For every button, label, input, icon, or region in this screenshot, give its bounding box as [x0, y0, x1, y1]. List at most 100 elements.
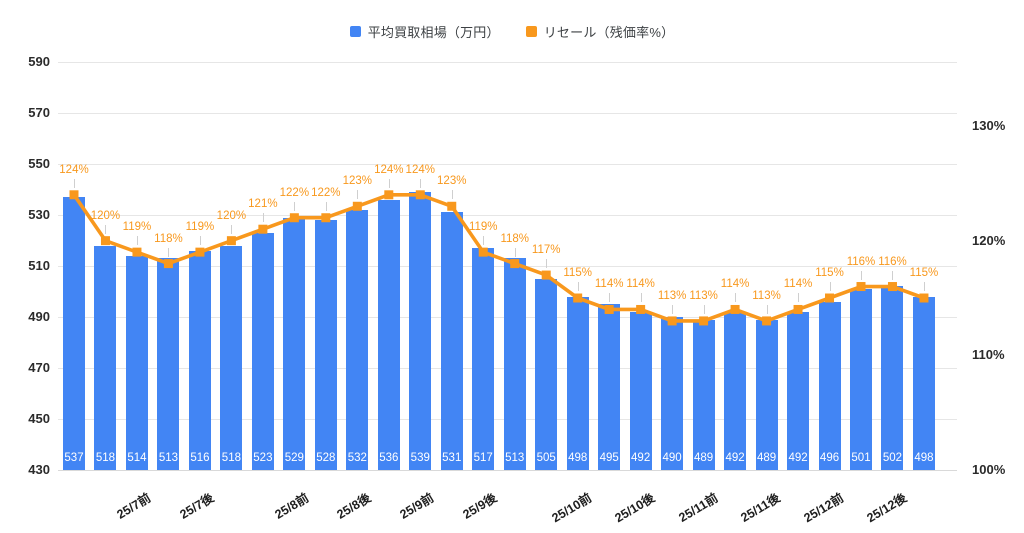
bar[interactable] [661, 317, 684, 470]
legend-item-average-price[interactable]: 平均買取相場（万円） [349, 22, 500, 41]
annotation-stem [74, 178, 75, 188]
annotation-stem [451, 190, 453, 200]
resale-percent-label: 119% [185, 221, 215, 234]
resale-percent-label: 113% [752, 289, 781, 302]
annotation-stem [672, 304, 674, 314]
bar-value-label: 529 [284, 452, 304, 464]
resale-percent-label: 119% [122, 221, 152, 234]
x-axis-label: 25/8後 [334, 490, 374, 522]
bar[interactable] [251, 232, 274, 470]
bar-value-label: 502 [882, 452, 903, 464]
bar-value-label: 489 [756, 452, 777, 464]
resale-percent-label: 122% [279, 186, 310, 199]
bar[interactable] [566, 296, 589, 470]
y-axis-label-right: 130% [972, 118, 1006, 133]
resale-percent-label: 114% [720, 278, 750, 291]
y-axis-label-left: 510 [28, 258, 50, 273]
bar-value-label: 498 [568, 452, 588, 464]
bar[interactable] [377, 199, 400, 470]
annotation-stem [388, 178, 390, 188]
legend-label-average-price: 平均買取相場（万円） [367, 25, 500, 40]
bar-value-label: 532 [347, 452, 367, 464]
y-axis-label-left: 570 [28, 105, 50, 120]
bar[interactable] [629, 311, 652, 470]
bar-value-label: 490 [662, 452, 682, 464]
resale-percent-label: 120% [90, 209, 121, 222]
resale-percent-label: 114% [626, 278, 655, 291]
bar-value-label: 514 [127, 452, 147, 464]
annotation-stem [357, 190, 359, 200]
bar[interactable] [881, 286, 904, 470]
bar[interactable] [125, 255, 148, 470]
annotation-stem [420, 178, 422, 188]
bar[interactable] [283, 217, 306, 470]
bar[interactable] [912, 296, 935, 470]
bar-value-label: 518 [95, 452, 116, 464]
bar[interactable] [409, 192, 432, 470]
resale-percent-label: 124% [59, 163, 89, 176]
bar[interactable] [850, 288, 872, 470]
resale-percent-label: 117% [531, 244, 561, 257]
x-axis-label: 25/10後 [612, 490, 658, 526]
x-axis-label: 25/9前 [397, 490, 437, 522]
annotation-stem [829, 282, 831, 291]
bar[interactable] [94, 245, 117, 470]
resale-percent-label: 115% [909, 267, 939, 279]
bar[interactable] [503, 258, 526, 470]
resale-percent-label: 113% [657, 289, 687, 302]
bar-value-label: 496 [819, 452, 840, 464]
x-axis-label: 25/11前 [675, 490, 720, 525]
bar[interactable] [787, 311, 810, 470]
y-axis-label-left: 530 [28, 207, 50, 222]
bar[interactable] [724, 311, 747, 470]
bar[interactable] [63, 197, 85, 470]
resale-percent-label: 116% [846, 255, 876, 268]
annotation-stem [168, 247, 170, 257]
legend-item-resale[interactable]: リセール（残価率%） [525, 22, 675, 41]
bar[interactable] [220, 245, 243, 470]
resale-point-marker[interactable] [100, 236, 110, 246]
bar[interactable] [692, 319, 715, 470]
annotation-stem [577, 282, 579, 291]
x-axis-label: 25/12後 [864, 490, 909, 526]
annotation-stem [703, 304, 705, 314]
resale-percent-label: 121% [248, 198, 278, 211]
bar[interactable] [157, 258, 180, 470]
bar[interactable] [472, 248, 495, 470]
gridline [58, 215, 957, 216]
bar-value-label: 537 [64, 452, 84, 464]
bar-value-label: 498 [914, 452, 934, 464]
bar-value-label: 501 [851, 452, 871, 464]
bar-value-label: 492 [725, 452, 745, 464]
resale-point-marker[interactable] [384, 190, 394, 200]
bar[interactable] [314, 220, 337, 470]
x-axis-label: 25/9後 [460, 490, 500, 522]
bar[interactable] [346, 209, 369, 470]
bar-value-label: 517 [473, 452, 493, 464]
bar[interactable] [755, 319, 778, 470]
gridline [58, 113, 957, 114]
annotation-stem [514, 247, 516, 257]
bar[interactable] [188, 250, 211, 470]
annotation-stem [546, 259, 548, 269]
resale-percent-label: 116% [878, 255, 907, 268]
bar-value-label: 518 [221, 452, 241, 464]
bar[interactable] [598, 304, 621, 470]
legend-swatch-line-icon [525, 26, 537, 37]
bar[interactable] [440, 212, 463, 470]
x-axis-label: 25/11後 [738, 490, 783, 525]
annotation-stem [640, 293, 642, 303]
bar[interactable] [818, 301, 841, 470]
resale-point-marker[interactable] [447, 201, 457, 211]
resale-percent-label: 113% [689, 289, 718, 302]
bar-value-label: 523 [253, 452, 273, 464]
resale-point-marker[interactable] [226, 236, 236, 246]
bar-value-label: 531 [442, 452, 462, 464]
gridline [58, 470, 957, 471]
x-axis-label: 25/8前 [271, 490, 311, 522]
resale-percent-label: 118% [154, 232, 183, 245]
annotation-stem [105, 224, 107, 234]
annotation-stem [766, 304, 768, 314]
annotation-stem [231, 224, 233, 234]
bar[interactable] [535, 278, 558, 470]
